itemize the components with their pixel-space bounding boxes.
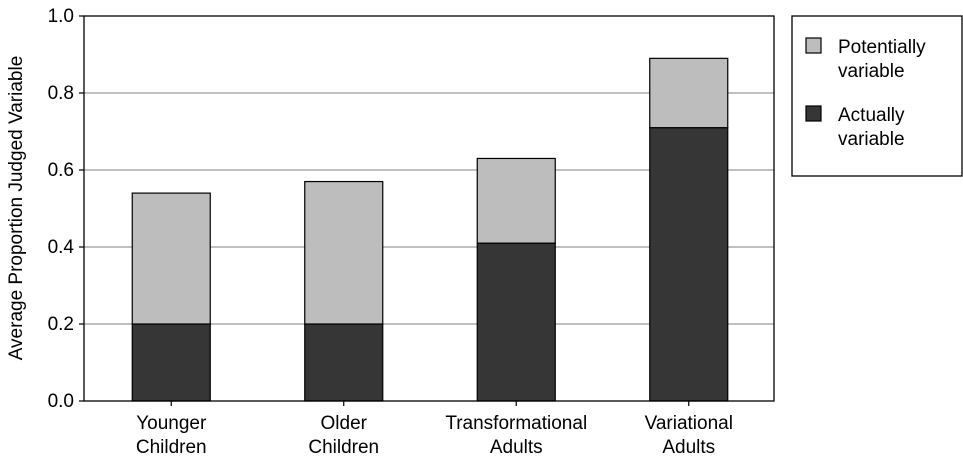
- bar-potential-3: [649, 57, 729, 129]
- bars: [131, 57, 729, 402]
- x-tick-label: Adults: [662, 437, 715, 458]
- x-tick-label: Older: [321, 413, 368, 434]
- x-axis: Younger Children Older Children Transformati…: [136, 401, 733, 458]
- y-tick-label: 0.6: [48, 160, 74, 181]
- x-tick-label: Younger: [136, 413, 207, 434]
- bar-actual-3: [649, 127, 729, 402]
- bar-actual-1: [304, 323, 384, 402]
- x-tick-label: Children: [308, 437, 379, 458]
- legend-label-actual: Actually: [838, 105, 905, 126]
- legend-label-potential: Potentially: [838, 37, 926, 58]
- legend-swatch-potential: [805, 37, 822, 54]
- bar-potential-1: [304, 180, 384, 325]
- y-tick-label: 0.0: [48, 391, 74, 412]
- x-tick-label: Variational: [645, 413, 733, 434]
- bar-actual-2: [476, 242, 556, 402]
- y-tick-label: 0.8: [48, 83, 74, 104]
- bar-actual-0: [131, 323, 211, 402]
- y-tick-label: 0.4: [48, 237, 75, 258]
- legend-label-actual: variable: [838, 129, 905, 150]
- bar-potential-0: [131, 192, 211, 325]
- x-tick-label: Adults: [490, 437, 543, 458]
- y-tick-label: 1.0: [48, 6, 74, 27]
- plot-frame: [83, 15, 775, 402]
- bar-potential-2: [476, 157, 556, 244]
- x-tick-label: Children: [136, 437, 207, 458]
- legend-swatch-actual: [805, 105, 822, 122]
- x-tick-label: Transformational: [445, 413, 587, 434]
- y-tick-label: 0.2: [48, 314, 74, 335]
- y-axis-label: Average Proportion Judged Variable: [6, 56, 27, 361]
- legend: Potentially variable Actually variable: [791, 15, 963, 177]
- y-axis: 0.0 0.2 0.4 0.6 0.8 1.0: [48, 6, 84, 412]
- legend-label-potential: variable: [838, 61, 905, 82]
